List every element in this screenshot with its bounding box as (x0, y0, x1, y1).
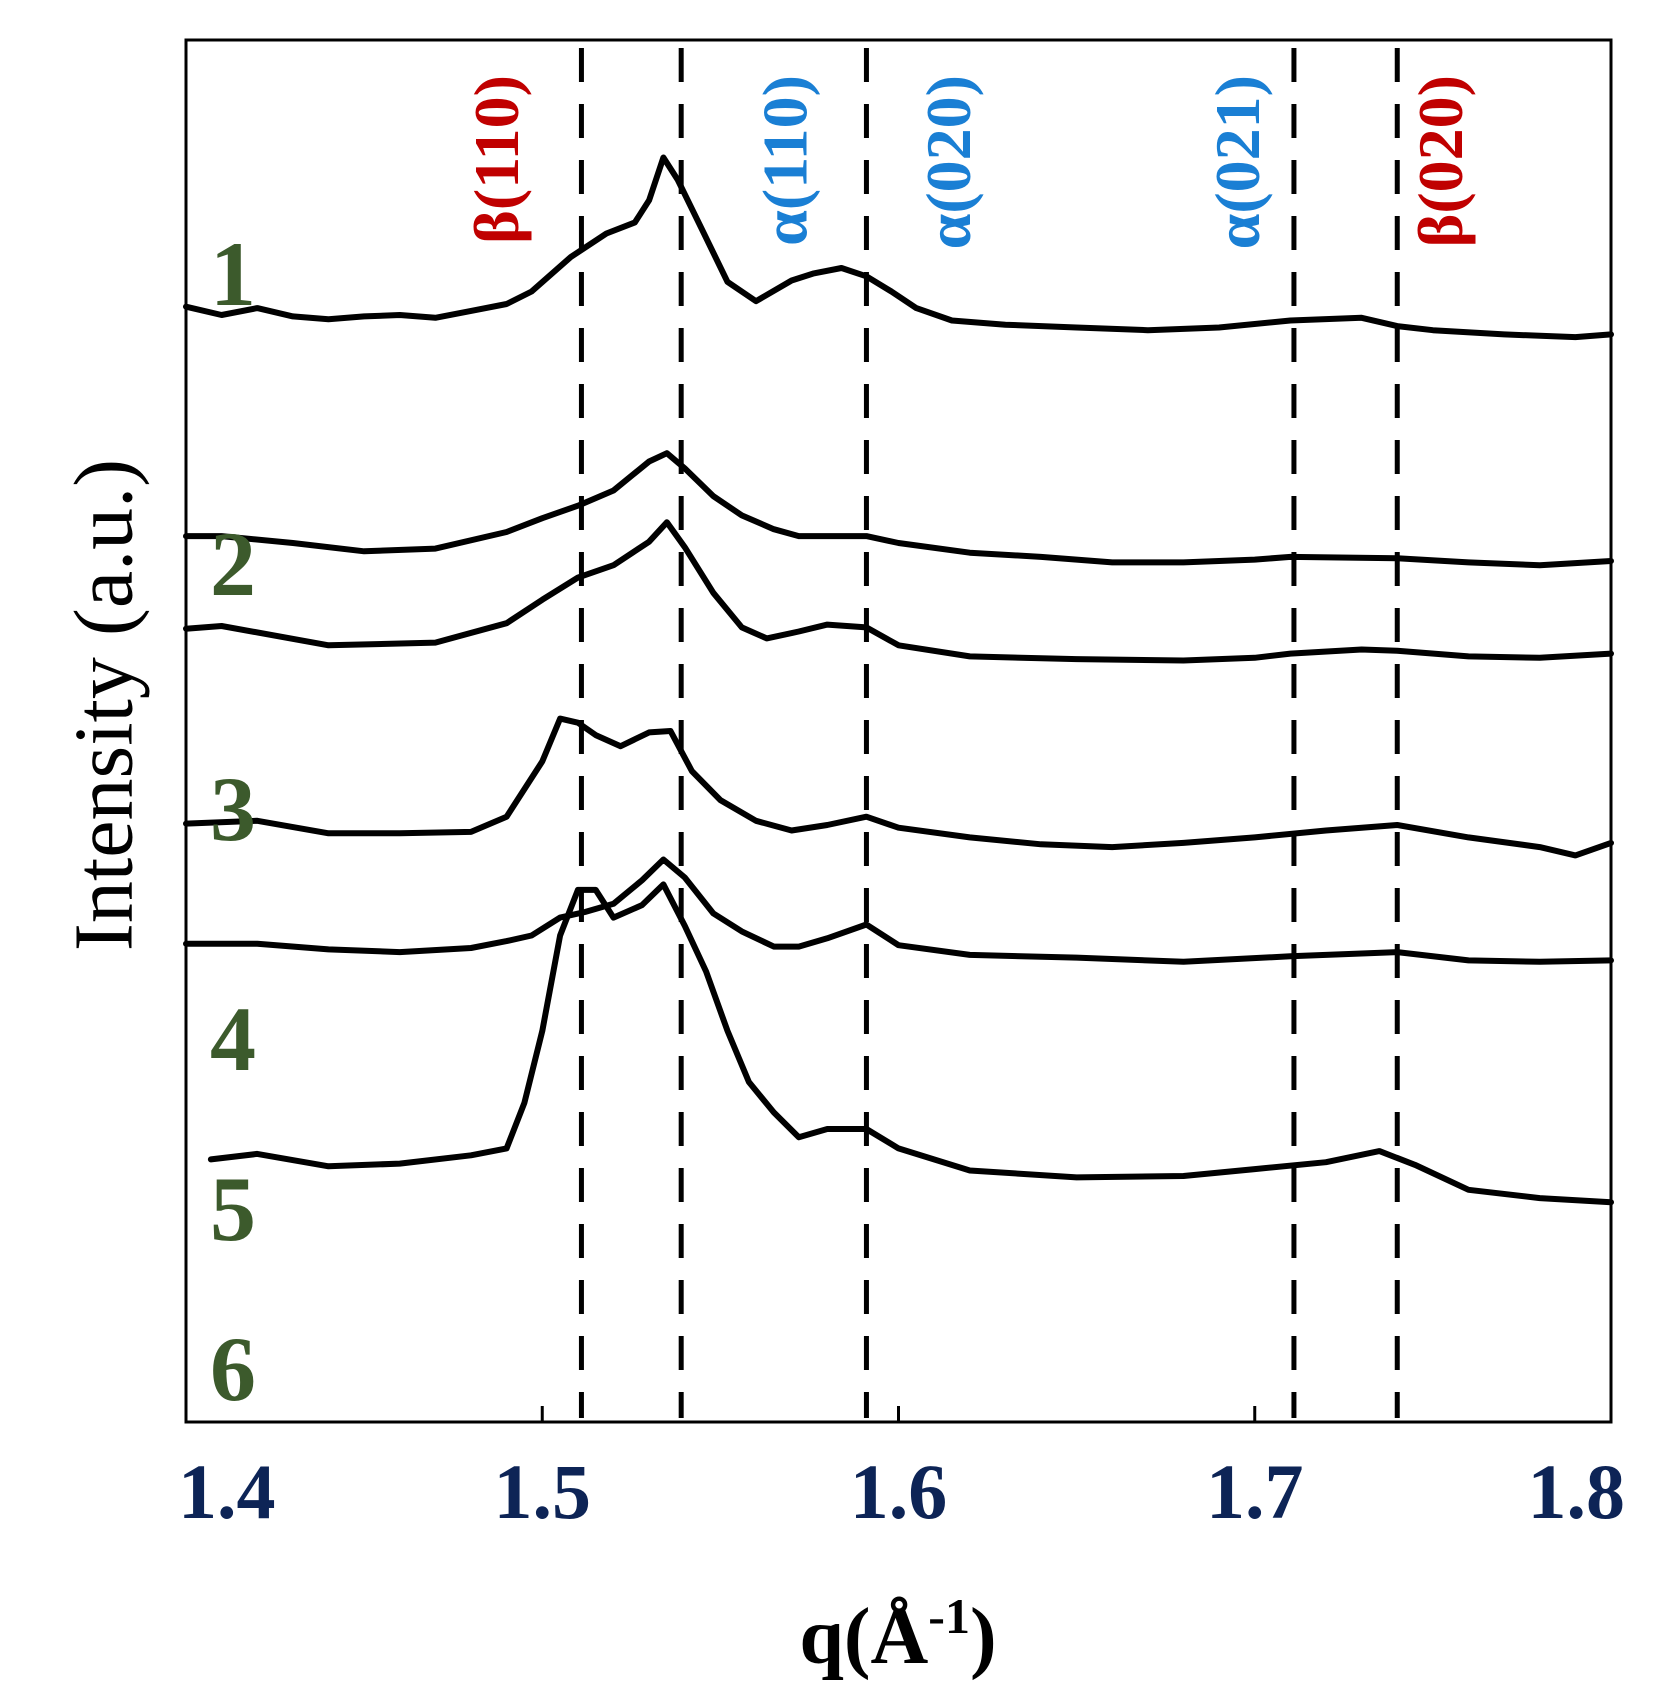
series-line-5 (183, 856, 1614, 965)
series-line-1 (183, 154, 1614, 341)
series-number-1: 1 (210, 223, 256, 325)
series-number-2: 2 (210, 513, 256, 615)
y-axis-label: Intensity (a.u.) (57, 459, 150, 951)
series-line-6 (207, 881, 1614, 1206)
series-number-6: 6 (210, 1318, 256, 1420)
peak-label-4: α(021) (1202, 75, 1273, 249)
x-axis-label: q(Å-1) (799, 1588, 996, 1681)
x-tick-label-4: 1.7 (1206, 1448, 1304, 1535)
x-axis-label-main: q(Å (799, 1593, 928, 1681)
x-tick-label-2: 1.5 (494, 1448, 592, 1535)
series-layer (183, 154, 1614, 1206)
series-number-5: 5 (210, 1158, 256, 1260)
series-number-4: 4 (210, 988, 256, 1090)
x-tick-label-5: 1.8 (1528, 1448, 1626, 1535)
peak-labels: β(110) α(110) α(020) α(021) β(020) (461, 75, 1476, 249)
series-numbers: 1 2 3 4 5 6 (210, 223, 256, 1420)
peak-label-1: β(110) (461, 75, 532, 244)
x-tick-label-3: 1.6 (850, 1448, 948, 1535)
x-axis-ticks: 1.4 1.5 1.6 1.7 1.8 (178, 1406, 1625, 1535)
peak-label-5: β(020) (1405, 75, 1476, 247)
reference-lines (578, 48, 1400, 1418)
x-axis-label-close: ) (970, 1593, 997, 1681)
series-line-3 (183, 519, 1614, 664)
peak-label-3: α(020) (913, 75, 984, 249)
series-line-2 (183, 450, 1614, 569)
x-tick-label-1: 1.4 (178, 1448, 276, 1535)
peak-label-2: α(110) (749, 75, 820, 246)
x-axis-label-sup: -1 (928, 1588, 970, 1644)
series-number-3: 3 (210, 758, 256, 860)
series-line-4 (183, 715, 1614, 859)
